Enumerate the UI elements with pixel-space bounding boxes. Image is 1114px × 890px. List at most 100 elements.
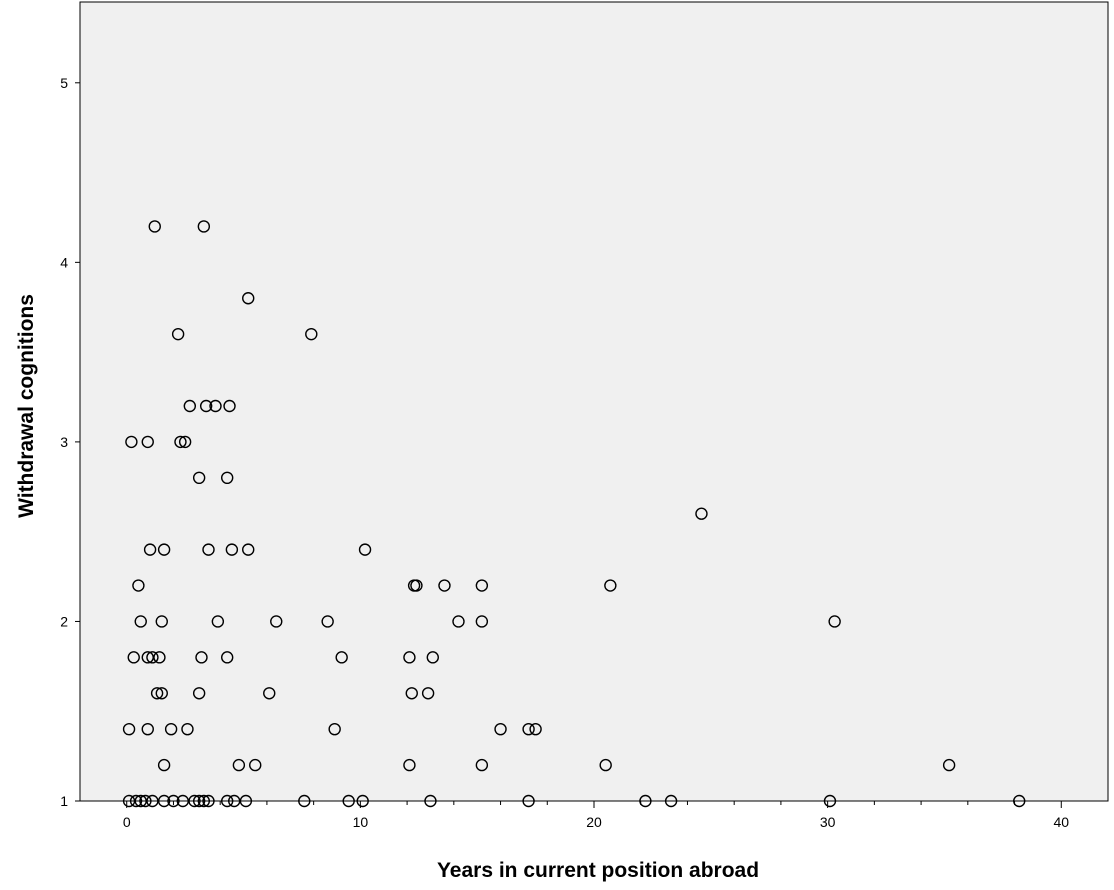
data-point — [695, 507, 708, 520]
data-point — [242, 292, 255, 305]
data-point — [125, 435, 138, 449]
data-point — [139, 794, 152, 808]
data-point — [305, 327, 318, 341]
data-point — [220, 471, 234, 485]
data-point — [599, 758, 612, 772]
data-point — [242, 543, 255, 556]
data-point — [197, 794, 211, 808]
data-point — [475, 579, 489, 592]
data-point — [220, 651, 234, 664]
data-point — [202, 794, 215, 808]
data-point — [452, 615, 465, 628]
data-point — [150, 687, 164, 700]
data-point — [199, 399, 213, 413]
data-point — [122, 722, 136, 736]
data-point — [134, 615, 147, 628]
data-point — [232, 758, 246, 772]
y-tick-label: 5 — [60, 75, 68, 91]
y-tick-label: 1 — [60, 793, 68, 809]
data-point — [403, 758, 416, 772]
data-point — [335, 651, 348, 664]
data-point — [132, 579, 145, 592]
data-points — [122, 220, 1026, 808]
y-axis: 1 2 3 4 5 — [60, 75, 80, 809]
data-point — [141, 435, 154, 449]
data-point — [153, 651, 166, 664]
data-point — [174, 435, 187, 449]
y-axis-title: Withdrawal cognitions — [15, 294, 38, 518]
x-axis: 0 10 20 30 40 — [123, 801, 1069, 830]
data-point — [522, 722, 535, 736]
data-point — [164, 722, 178, 736]
data-point — [143, 543, 157, 556]
data-point — [664, 794, 678, 808]
x-tick-label: 10 — [353, 814, 369, 830]
x-tick-label: 40 — [1053, 814, 1069, 830]
x-tick-label: 30 — [820, 814, 836, 830]
data-point — [328, 722, 341, 736]
data-point — [639, 794, 652, 808]
data-point — [209, 399, 222, 413]
data-point — [192, 687, 206, 700]
x-axis-title: Years in current position abroad — [437, 859, 759, 882]
data-point — [188, 794, 201, 808]
data-point — [475, 615, 489, 628]
data-point — [129, 794, 143, 808]
data-point — [410, 579, 423, 592]
data-point — [223, 399, 236, 413]
data-point — [127, 651, 140, 664]
data-point — [828, 615, 841, 628]
data-point — [220, 794, 234, 808]
data-point — [157, 794, 171, 808]
plot-area — [79, 1, 1109, 802]
data-point — [823, 794, 837, 808]
data-point — [438, 579, 451, 592]
data-point — [157, 543, 171, 556]
data-point — [197, 220, 211, 233]
data-point — [342, 794, 355, 808]
data-point — [298, 794, 311, 808]
data-point — [167, 794, 180, 808]
data-point — [1013, 794, 1026, 808]
data-point — [529, 722, 542, 736]
data-point — [211, 615, 225, 628]
y-tick-label: 2 — [60, 613, 68, 629]
data-point — [171, 327, 185, 341]
data-point — [475, 758, 489, 772]
data-point — [146, 651, 159, 664]
data-point — [358, 543, 372, 556]
x-tick-label: 0 — [123, 814, 131, 830]
data-point — [183, 399, 197, 413]
data-point — [494, 722, 507, 736]
data-point — [195, 651, 208, 664]
data-point — [426, 651, 439, 664]
data-point — [270, 615, 283, 628]
data-point — [181, 722, 194, 736]
data-point — [155, 615, 168, 628]
data-point — [421, 687, 435, 700]
data-point — [141, 722, 154, 736]
y-tick-label: 4 — [60, 254, 68, 270]
data-point — [522, 794, 535, 808]
data-point — [604, 579, 617, 592]
data-point — [225, 543, 239, 556]
data-point — [157, 758, 171, 772]
y-tick-label: 3 — [60, 434, 68, 450]
data-point — [942, 758, 956, 772]
data-point — [192, 794, 206, 808]
data-point — [239, 794, 253, 808]
data-point — [403, 651, 416, 664]
data-point — [192, 471, 206, 485]
data-point — [148, 220, 161, 233]
data-point — [405, 687, 418, 700]
data-point — [178, 435, 192, 449]
data-point — [321, 615, 334, 628]
data-point — [249, 758, 262, 772]
data-point — [424, 794, 437, 808]
data-point — [202, 543, 215, 556]
data-point — [356, 794, 369, 808]
data-point — [155, 687, 168, 700]
x-tick-label: 20 — [586, 814, 602, 830]
data-point — [263, 687, 276, 700]
